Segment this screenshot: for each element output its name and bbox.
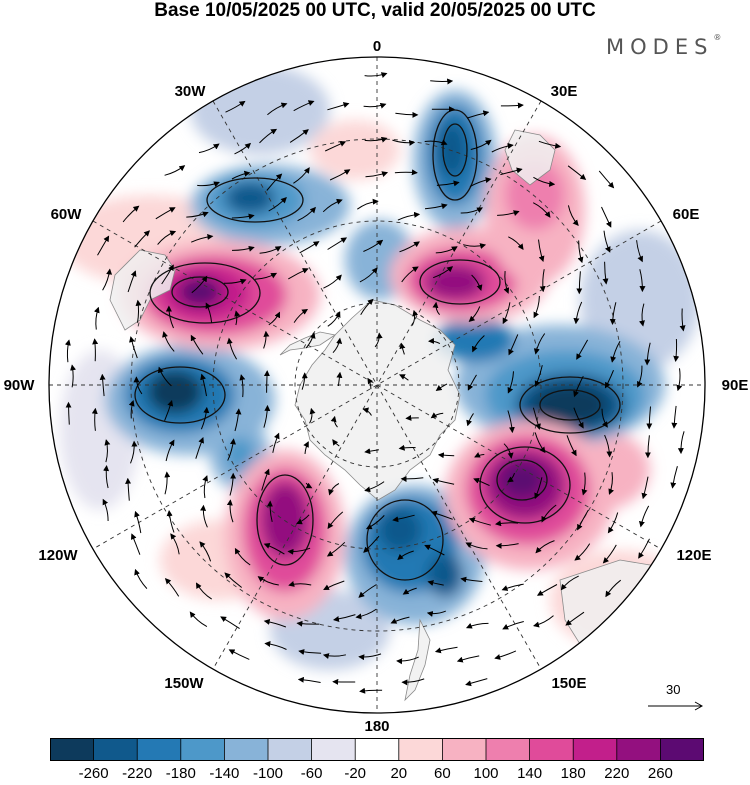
lon-label-180: 180 xyxy=(364,718,389,735)
colorbar-tick-label: 60 xyxy=(434,765,451,782)
colorbar-tick-label: -140 xyxy=(209,765,239,782)
colorbar-tick-label: -60 xyxy=(301,765,323,782)
lon-label-60w: 60W xyxy=(51,206,83,223)
anomaly-low-upper-left xyxy=(190,165,350,245)
colorbar-tick-label: 140 xyxy=(517,765,542,782)
lon-label-30e: 30E xyxy=(551,83,578,100)
colorbar-tick-label: -100 xyxy=(253,765,283,782)
colorbar-swatch xyxy=(486,738,530,761)
lon-label-150e: 150E xyxy=(551,675,586,692)
colorbar-tick-label: 180 xyxy=(561,765,586,782)
wind-vector xyxy=(395,172,417,173)
colorbar-swatch xyxy=(399,738,443,761)
colorbar-swatch xyxy=(94,738,138,761)
lon-label-0: 0 xyxy=(373,38,381,55)
colorbar-swatch xyxy=(355,738,399,761)
colorbar-swatch xyxy=(181,738,225,761)
colorbar-swatch xyxy=(660,738,704,761)
colorbar-tick-label: 20 xyxy=(390,765,407,782)
lon-label-150w: 150W xyxy=(164,675,204,692)
wind-vector xyxy=(406,418,419,419)
colorbar-tick-label: -220 xyxy=(122,765,152,782)
colorbar-swatch xyxy=(224,738,268,761)
colorbar-tick-label: 260 xyxy=(648,765,673,782)
colorbar-swatch xyxy=(573,738,617,761)
colorbar-tick-label: -180 xyxy=(166,765,196,782)
colorbar-swatch xyxy=(530,738,574,761)
colorbar-swatch xyxy=(442,738,486,761)
reference-arrow-icon xyxy=(640,682,710,714)
colorbar-tick-label: 220 xyxy=(604,765,629,782)
colorbar-swatch xyxy=(50,738,94,761)
lon-label-120w: 120W xyxy=(38,547,78,564)
reference-vector: 30 xyxy=(640,682,710,714)
colorbar-tick-label: 100 xyxy=(473,765,498,782)
lon-label-60e: 60E xyxy=(673,206,700,223)
colorbar-swatch xyxy=(312,738,356,761)
australia xyxy=(560,560,700,680)
lon-label-30w: 30W xyxy=(175,83,207,100)
colorbar-tick-label: -260 xyxy=(79,765,109,782)
colorbar-swatch xyxy=(268,738,312,761)
lon-label-120e: 120E xyxy=(676,547,711,564)
colorbar-swatch xyxy=(137,738,181,761)
anomaly-light-pos xyxy=(310,120,400,180)
colorbar xyxy=(50,738,704,761)
lon-label-90e: 90E xyxy=(722,377,749,394)
colorbar-tick-labels: -260 -220 -180 -140 -100 -60 -20 20 60 100 140 180 2… xyxy=(0,765,750,785)
colorbar-swatch xyxy=(617,738,661,761)
wind-vector xyxy=(267,371,268,393)
map-disc xyxy=(49,57,705,713)
colorbar-tick-label: -20 xyxy=(344,765,366,782)
lon-label-90w: 90W xyxy=(4,377,36,394)
